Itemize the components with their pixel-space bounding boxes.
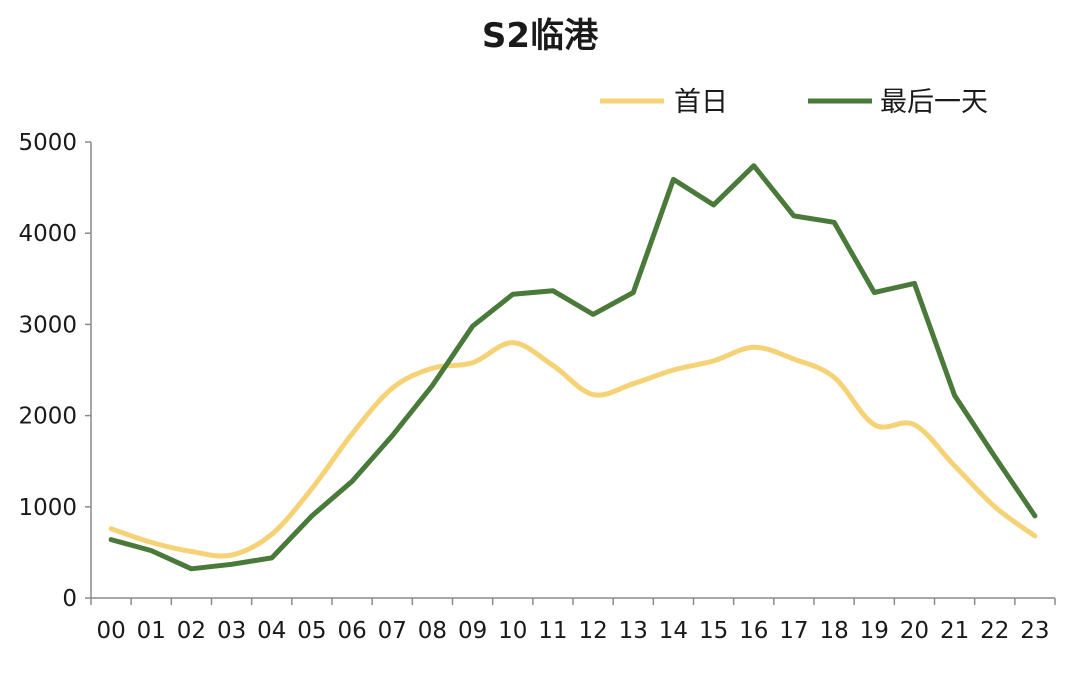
y-tick-label: 4000 bbox=[18, 221, 77, 247]
x-tick-label: 18 bbox=[819, 618, 848, 644]
x-tick-label: 04 bbox=[257, 618, 286, 644]
x-tick-label: 21 bbox=[940, 618, 969, 644]
x-tick-label: 12 bbox=[578, 618, 607, 644]
x-tick-label: 00 bbox=[96, 618, 125, 644]
y-tick-label: 3000 bbox=[18, 312, 77, 338]
x-tick-label: 13 bbox=[619, 618, 648, 644]
x-tick-label: 17 bbox=[779, 618, 808, 644]
x-tick-label: 03 bbox=[217, 618, 246, 644]
x-tick-label: 02 bbox=[177, 618, 206, 644]
x-tick-label: 15 bbox=[699, 618, 728, 644]
x-tick-label: 05 bbox=[297, 618, 326, 644]
legend: 首日 最后一天 bbox=[600, 87, 988, 118]
x-tick-label: 22 bbox=[980, 618, 1009, 644]
x-tick-label: 14 bbox=[659, 618, 688, 644]
x-tick-label: 16 bbox=[739, 618, 768, 644]
x-tick-label: 10 bbox=[498, 618, 527, 644]
axes: 0 1000 2000 3000 4000 5000 00 01 02 03 04 05 06 07 08 0… bbox=[18, 130, 1056, 644]
series-group bbox=[108, 163, 1038, 572]
legend-label: 首日 bbox=[674, 87, 728, 118]
x-tick-label: 08 bbox=[418, 618, 447, 644]
x-tick-label: 11 bbox=[538, 618, 567, 644]
series-line-last-day bbox=[108, 163, 1038, 572]
y-tick-label: 5000 bbox=[18, 130, 77, 156]
x-tick-label: 07 bbox=[378, 618, 407, 644]
x-tick-label: 01 bbox=[137, 618, 166, 644]
y-tick-label: 0 bbox=[62, 586, 77, 612]
y-tick-label: 2000 bbox=[18, 404, 77, 430]
x-tick-label: 19 bbox=[860, 618, 889, 644]
series-line-first-day bbox=[108, 340, 1038, 559]
y-tick-label: 1000 bbox=[18, 495, 77, 521]
x-tick-label: 09 bbox=[458, 618, 487, 644]
x-tick-label: 06 bbox=[337, 618, 366, 644]
legend-label: 最后一天 bbox=[880, 87, 988, 118]
x-tick-label: 20 bbox=[900, 618, 929, 644]
x-tick-label: 23 bbox=[1020, 618, 1049, 644]
chart-title: S2临港 bbox=[481, 16, 599, 56]
